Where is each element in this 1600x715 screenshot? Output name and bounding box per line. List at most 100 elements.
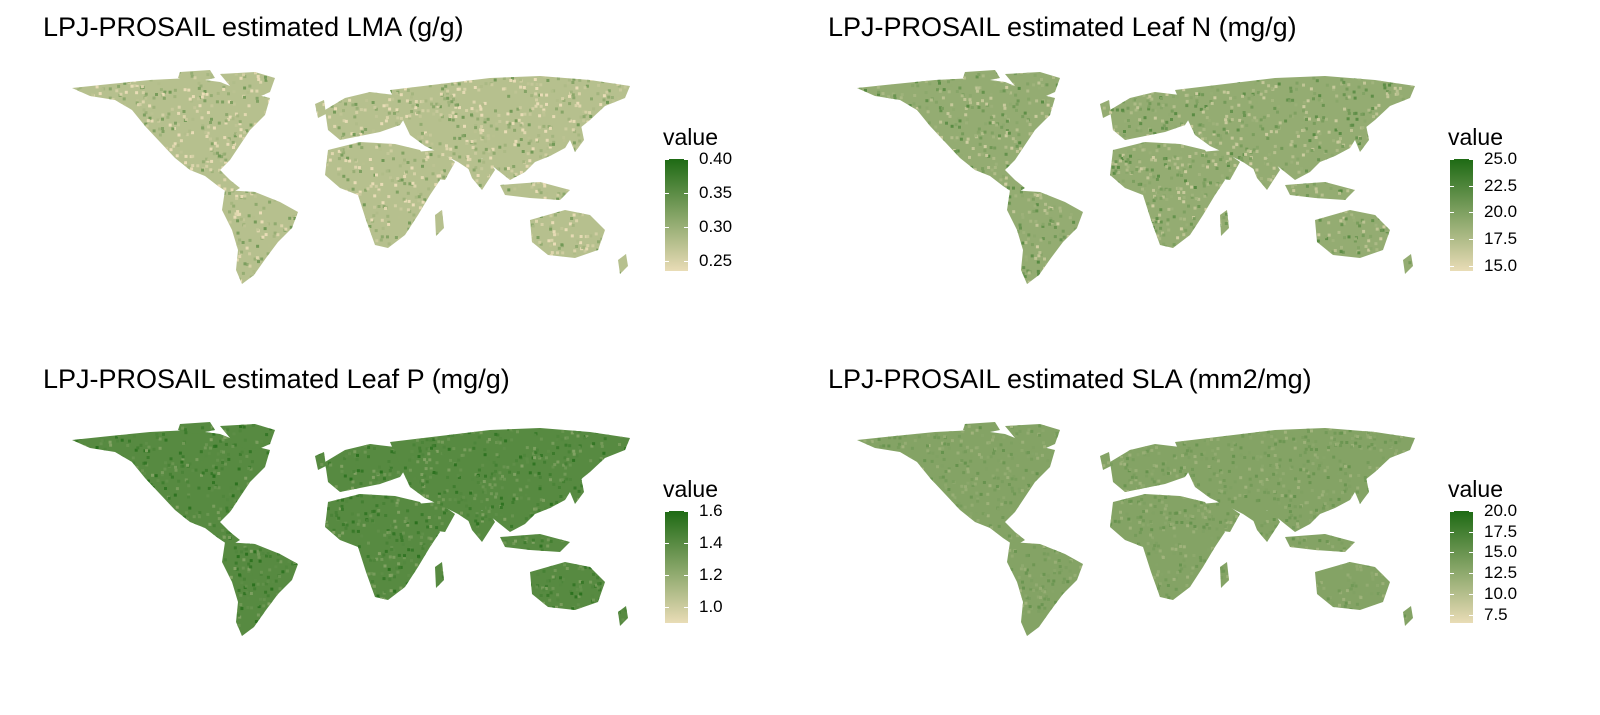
legend-tick-label: 25.0 xyxy=(1484,149,1518,168)
landmass xyxy=(857,430,1055,546)
legend-tick-label: 20.0 xyxy=(1484,501,1518,520)
panel-leaf-n: LPJ-PROSAIL estimated Leaf N (mg/g) valu… xyxy=(785,0,1575,350)
legend-tick-mark xyxy=(665,607,669,608)
legend-tick-mark xyxy=(1450,239,1454,240)
legend-tick-label: 22.5 xyxy=(1484,175,1518,195)
legend-colorbar xyxy=(1450,511,1473,623)
landmass xyxy=(222,190,298,284)
legend-tick-label: 1.2 xyxy=(699,565,723,584)
landmass xyxy=(465,510,495,542)
legend-tick-label: 1.4 xyxy=(699,533,723,552)
landmass xyxy=(530,562,605,610)
landmass xyxy=(72,78,270,194)
landmass xyxy=(1403,254,1413,274)
legend-tick-label: 1.6 xyxy=(699,501,723,520)
legend-tick-mark xyxy=(684,575,688,576)
world-map-leaf-n xyxy=(857,70,1415,284)
legend-tick-mark xyxy=(684,511,688,512)
landmass xyxy=(222,542,298,636)
legend-tick-mark xyxy=(1469,615,1473,616)
legend-tick-mark xyxy=(1469,186,1473,187)
legend-tick-label: 7.5 xyxy=(1484,604,1508,624)
legend-colorbar xyxy=(665,511,688,623)
legend-tick-mark xyxy=(1469,532,1473,533)
legend-tick-label: 17.5 xyxy=(1484,521,1518,541)
legend-tick-mark xyxy=(684,193,688,194)
legend-tick-mark xyxy=(1469,552,1473,553)
world-map-lma xyxy=(72,70,630,284)
legend-tick-mark xyxy=(1469,594,1473,595)
legend-tick-mark xyxy=(665,511,669,512)
landmass xyxy=(500,534,570,552)
legend-leaf-p: value 1.6 1.4 1.2 1.0 xyxy=(663,476,783,646)
legend-title: value xyxy=(663,124,718,150)
legend-tick-mark xyxy=(684,261,688,262)
legend-ticks: 20.0 17.5 15.0 12.5 10.0 7.5 xyxy=(1448,476,1568,646)
landmass xyxy=(1175,76,1415,180)
landmass xyxy=(1285,182,1355,200)
legend-colorbar xyxy=(1450,159,1473,271)
legend-tick-label: 0.25 xyxy=(699,250,733,270)
legend-tick-mark xyxy=(684,159,688,160)
legend-tick-label: 10.0 xyxy=(1484,583,1518,603)
landmass xyxy=(220,424,275,452)
legend-title: value xyxy=(1448,124,1503,150)
landmass xyxy=(1250,158,1280,190)
legend-tick-label: 0.35 xyxy=(699,182,733,202)
legend-tick-mark xyxy=(1469,266,1473,267)
landmass xyxy=(963,70,1000,82)
landmass xyxy=(435,210,444,236)
landmass xyxy=(178,422,215,434)
legend-tick-mark xyxy=(1469,573,1473,574)
legend-tick-label: 17.5 xyxy=(1484,229,1518,248)
legend-tick-label: 0.30 xyxy=(699,216,733,236)
legend-tick-mark xyxy=(665,159,669,160)
legend-tick-mark xyxy=(1450,186,1454,187)
landmass xyxy=(315,100,326,118)
landmass xyxy=(178,70,215,82)
legend-tick-mark xyxy=(1450,615,1454,616)
panel-title: LPJ-PROSAIL estimated Leaf N (mg/g) xyxy=(828,12,1297,42)
landmass xyxy=(618,254,628,274)
landmass xyxy=(1403,606,1413,626)
legend-ticks: 1.6 1.4 1.2 1.0 xyxy=(663,476,783,646)
panel-sla: LPJ-PROSAIL estimated SLA (mm2/mg) value… xyxy=(785,352,1575,702)
landmass xyxy=(220,72,275,100)
legend-tick-mark xyxy=(665,193,669,194)
legend-tick-mark xyxy=(1450,511,1454,512)
legend-tick-label: 15.0 xyxy=(1484,542,1518,562)
panel-title: LPJ-PROSAIL estimated LMA (g/g) xyxy=(43,12,464,42)
landmass xyxy=(1007,542,1083,636)
legend-tick-mark xyxy=(665,261,669,262)
legend-title: value xyxy=(1448,476,1503,502)
world-map-sla xyxy=(857,422,1415,636)
landmass xyxy=(1220,562,1229,588)
legend-tick-mark xyxy=(1450,212,1454,213)
landmass xyxy=(530,210,605,258)
legend-tick-mark xyxy=(1450,573,1454,574)
landmass xyxy=(570,472,584,504)
panel-lma: LPJ-PROSAIL estimated LMA (g/g) value 0.… xyxy=(0,0,790,350)
landmass xyxy=(500,182,570,200)
legend-tick-mark xyxy=(1450,594,1454,595)
landmass xyxy=(435,562,444,588)
legend-tick-mark xyxy=(665,575,669,576)
legend-leaf-n: value 25.0 22.5 20.0 17.5 15.0 xyxy=(1448,124,1568,294)
landmass xyxy=(1110,92,1195,140)
landmass xyxy=(1200,502,1240,532)
legend-tick-mark xyxy=(684,607,688,608)
legend-tick-mark xyxy=(1450,552,1454,553)
legend-sla: value 20.0 17.5 15.0 12.5 10.0 7.5 xyxy=(1448,476,1568,646)
legend-tick-mark xyxy=(665,543,669,544)
legend-tick-mark xyxy=(1450,159,1454,160)
legend-tick-label: 20.0 xyxy=(1484,202,1518,222)
legend-tick-mark xyxy=(1469,511,1473,512)
legend-lma: value 0.40 0.35 0.30 0.25 xyxy=(663,124,783,294)
legend-tick-mark xyxy=(665,227,669,228)
legend-title: value xyxy=(663,476,718,502)
legend-ticks: 25.0 22.5 20.0 17.5 15.0 xyxy=(1448,124,1568,294)
legend-tick-mark xyxy=(1469,212,1473,213)
legend-tick-mark xyxy=(684,543,688,544)
landmass xyxy=(72,430,270,546)
panel-title: LPJ-PROSAIL estimated SLA (mm2/mg) xyxy=(828,364,1312,394)
